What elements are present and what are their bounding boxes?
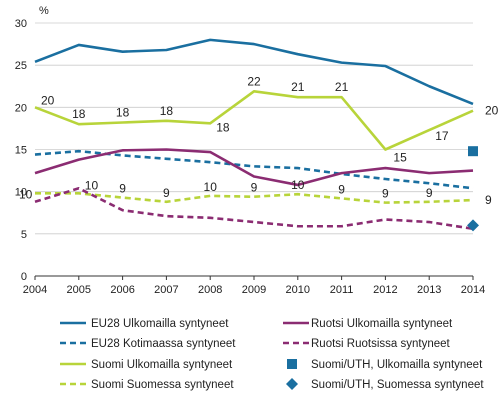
data-label: 10	[19, 187, 33, 201]
data-label: 9	[338, 182, 345, 196]
y-tick-label: 5	[21, 229, 27, 241]
y-unit-label: %	[39, 5, 49, 17]
data-label: 10	[291, 178, 305, 192]
series-line-5	[34, 186, 474, 231]
data-label: 10	[85, 178, 99, 192]
legend: EU28 Ulkomailla syntyneet EU28 Kotimaassa…	[60, 318, 484, 391]
data-label: 10	[204, 180, 218, 194]
x-tick-label: 2005	[67, 284, 91, 296]
gridlines	[35, 22, 473, 235]
data-label: 15	[393, 151, 407, 165]
y-tick-label: 0	[21, 271, 27, 283]
data-label: 21	[335, 80, 349, 94]
x-tick-label: 2007	[154, 284, 178, 296]
data-labels: 20 18 18 18 18 22 21 21 15 17 20 10 10 9 9 10 9 10 9 9 9 9	[19, 74, 499, 207]
data-label: 9	[251, 181, 258, 195]
x-tick-label: 2004	[23, 284, 47, 296]
x-tick-label: 2013	[417, 284, 441, 296]
y-tick-label: 30	[15, 18, 27, 30]
x-tick-label: 2011	[330, 284, 354, 296]
data-label: 21	[291, 80, 305, 94]
data-label: 9	[382, 187, 389, 201]
legend-diamond-symbol	[286, 378, 298, 390]
x-tick-label: 2006	[110, 284, 134, 296]
y-tick-label: 15	[15, 145, 27, 157]
data-label: 9	[119, 182, 126, 196]
x-tick-label: 2008	[198, 284, 222, 296]
data-label: 9	[485, 193, 492, 207]
legend-label: EU28 Ulkomailla syntyneet	[91, 318, 229, 330]
legend-label: Suomi Suomessa syntyneet	[91, 379, 234, 391]
x-tick-label: 2009	[242, 284, 266, 296]
data-label: 18	[216, 120, 230, 134]
series-line-3	[35, 192, 474, 204]
legend-label: Ruotsi Ulkomailla syntyneet	[311, 318, 453, 330]
uth-square-marker	[468, 146, 478, 157]
data-label: 18	[72, 107, 86, 121]
legend-label: EU28 Kotimaassa syntyneet	[91, 338, 236, 350]
data-label: 18	[116, 106, 130, 120]
y-tick-label: 20	[15, 102, 27, 114]
legend-label: Ruotsi Ruotsissa syntyneet	[311, 338, 451, 350]
x-tick-label: 2010	[286, 284, 310, 296]
data-label: 20	[41, 93, 55, 107]
x-axis: 2004 2005 2006 2007 2008 2009 2010 2011 2012 2013…	[23, 275, 485, 296]
x-tick-label: 2012	[373, 284, 397, 296]
data-label: 9	[163, 186, 170, 200]
x-tick-label: 2014	[461, 284, 485, 296]
y-tick-label: 25	[15, 60, 27, 72]
legend-label: Suomi/UTH, Ulkomailla syntyneet	[311, 359, 483, 371]
data-label: 9	[426, 186, 433, 200]
uth-diamond-marker	[467, 219, 479, 232]
y-tick-label: 10	[15, 187, 27, 199]
series-line-0	[34, 38, 474, 106]
series-line-4	[34, 148, 474, 187]
legend-square-symbol	[287, 359, 297, 369]
series-lines	[34, 38, 479, 232]
legend-label: Suomi Ulkomailla syntyneet	[91, 359, 233, 371]
data-label: 18	[160, 104, 174, 118]
legend-label: Suomi/UTH, Suomessa syntyneet	[311, 379, 484, 391]
y-axis: 0 5 10 15 20 25 30	[15, 18, 27, 283]
data-label: 20	[485, 104, 499, 118]
data-label: 22	[247, 74, 261, 88]
data-label: 17	[435, 129, 449, 143]
series-line-2	[34, 90, 474, 151]
